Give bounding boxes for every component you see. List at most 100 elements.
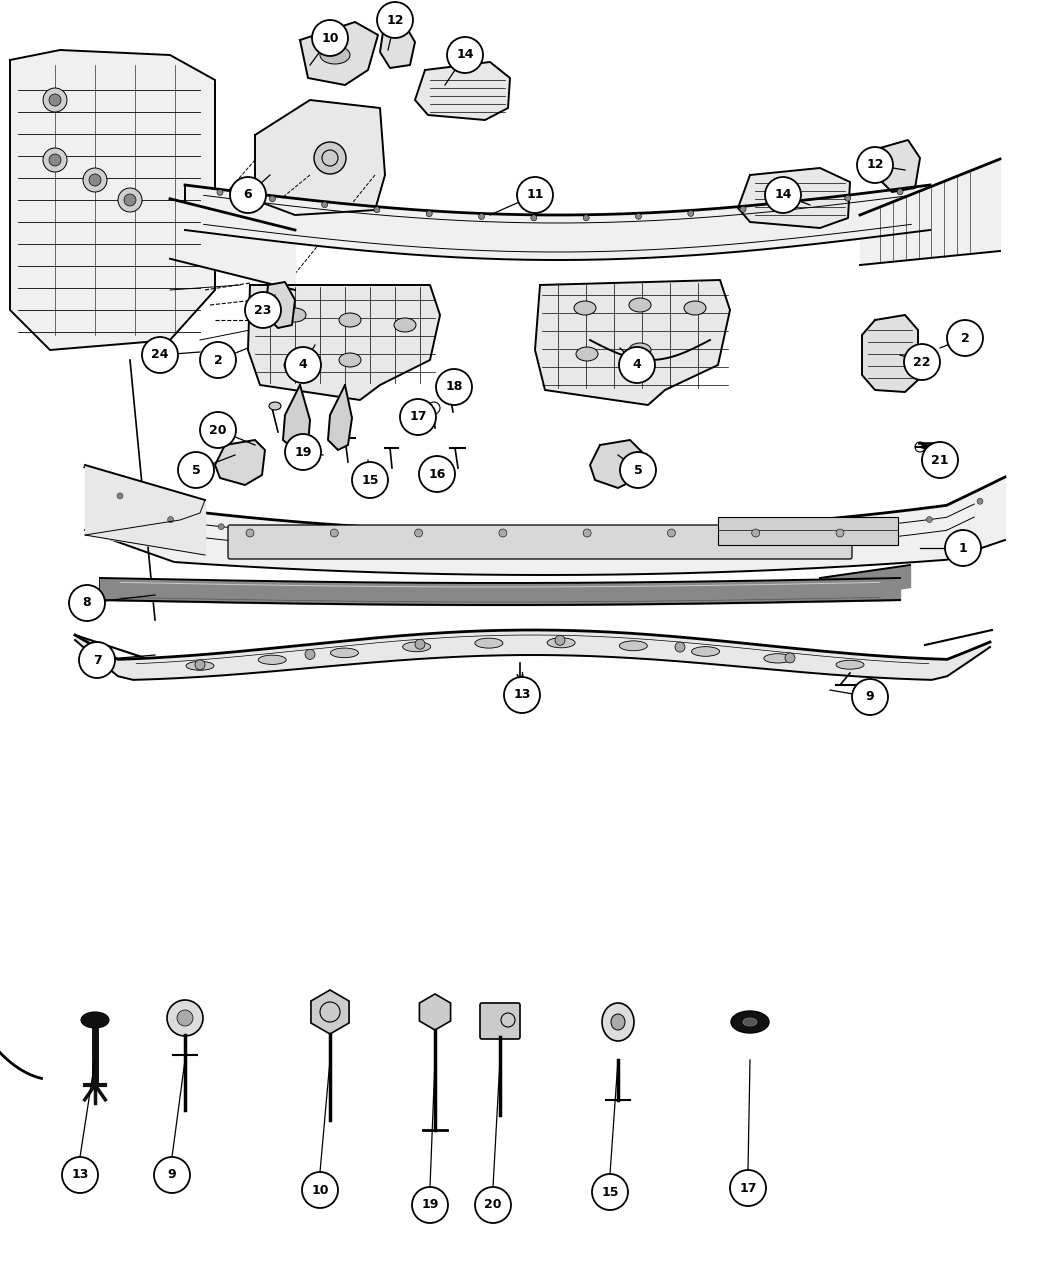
Circle shape: [117, 493, 123, 499]
Circle shape: [230, 177, 266, 213]
Circle shape: [620, 347, 655, 382]
Circle shape: [475, 1187, 511, 1223]
Circle shape: [836, 529, 844, 537]
Circle shape: [177, 1010, 193, 1026]
Ellipse shape: [339, 312, 361, 326]
Circle shape: [675, 643, 685, 652]
Circle shape: [947, 320, 983, 356]
Circle shape: [246, 529, 254, 537]
Circle shape: [945, 530, 981, 566]
Circle shape: [154, 1156, 190, 1193]
Circle shape: [852, 680, 888, 715]
Circle shape: [415, 529, 422, 537]
Polygon shape: [215, 440, 265, 484]
Circle shape: [285, 347, 321, 382]
Circle shape: [374, 207, 380, 213]
Circle shape: [876, 523, 882, 529]
Text: 5: 5: [191, 464, 201, 477]
Ellipse shape: [731, 1011, 769, 1033]
Circle shape: [302, 1172, 338, 1207]
Text: 12: 12: [866, 158, 884, 172]
Ellipse shape: [743, 1017, 757, 1026]
Ellipse shape: [284, 309, 306, 323]
Circle shape: [775, 532, 780, 538]
Circle shape: [49, 94, 61, 106]
Circle shape: [620, 453, 656, 488]
Text: 9: 9: [865, 691, 875, 704]
Polygon shape: [590, 440, 642, 488]
Circle shape: [623, 539, 629, 546]
Circle shape: [765, 177, 801, 213]
Text: 11: 11: [526, 189, 544, 201]
Circle shape: [200, 412, 236, 448]
Polygon shape: [415, 62, 510, 120]
Circle shape: [531, 215, 537, 221]
Polygon shape: [380, 26, 415, 68]
Circle shape: [673, 538, 679, 544]
Circle shape: [377, 3, 413, 38]
Circle shape: [825, 528, 832, 534]
Ellipse shape: [692, 646, 719, 657]
Circle shape: [583, 214, 589, 221]
Circle shape: [436, 368, 473, 405]
Circle shape: [285, 434, 321, 470]
Circle shape: [195, 659, 205, 669]
Circle shape: [857, 147, 892, 184]
Text: 18: 18: [445, 380, 463, 394]
Circle shape: [168, 516, 173, 523]
Polygon shape: [300, 22, 378, 85]
Circle shape: [218, 524, 225, 529]
Polygon shape: [10, 50, 215, 351]
Text: 17: 17: [739, 1182, 757, 1195]
Text: 15: 15: [361, 473, 379, 487]
Circle shape: [69, 585, 105, 621]
Circle shape: [592, 1174, 628, 1210]
Circle shape: [471, 541, 477, 546]
Text: 7: 7: [92, 654, 102, 667]
Text: 15: 15: [602, 1186, 618, 1198]
Text: 12: 12: [386, 14, 404, 27]
Circle shape: [904, 344, 940, 380]
Polygon shape: [738, 168, 851, 228]
Text: 23: 23: [254, 303, 272, 316]
Circle shape: [79, 643, 116, 678]
Circle shape: [370, 536, 376, 542]
Circle shape: [635, 213, 642, 219]
Ellipse shape: [629, 298, 651, 312]
Polygon shape: [265, 282, 295, 328]
Polygon shape: [328, 385, 352, 450]
Text: 20: 20: [209, 423, 227, 436]
Text: 4: 4: [298, 358, 308, 371]
Text: 14: 14: [457, 48, 474, 61]
Circle shape: [118, 187, 142, 212]
Circle shape: [976, 499, 983, 504]
Text: 19: 19: [421, 1198, 439, 1211]
Circle shape: [43, 88, 67, 112]
Circle shape: [217, 190, 223, 195]
Circle shape: [124, 194, 136, 207]
Ellipse shape: [394, 317, 416, 332]
Circle shape: [83, 168, 107, 193]
Ellipse shape: [602, 1003, 634, 1040]
Ellipse shape: [547, 638, 575, 648]
Ellipse shape: [684, 301, 706, 315]
Circle shape: [142, 337, 178, 374]
Circle shape: [752, 529, 760, 537]
Circle shape: [269, 196, 275, 201]
Circle shape: [740, 207, 747, 212]
Circle shape: [897, 189, 903, 195]
Circle shape: [178, 453, 214, 488]
Ellipse shape: [475, 639, 503, 648]
Circle shape: [688, 210, 694, 217]
Circle shape: [517, 177, 553, 213]
Circle shape: [504, 677, 540, 713]
FancyBboxPatch shape: [228, 525, 852, 558]
Circle shape: [785, 653, 795, 663]
Circle shape: [668, 529, 675, 537]
Circle shape: [89, 173, 101, 186]
Ellipse shape: [763, 654, 792, 663]
Circle shape: [419, 456, 455, 492]
Circle shape: [426, 210, 433, 217]
Ellipse shape: [186, 662, 214, 671]
Text: 10: 10: [321, 32, 339, 45]
